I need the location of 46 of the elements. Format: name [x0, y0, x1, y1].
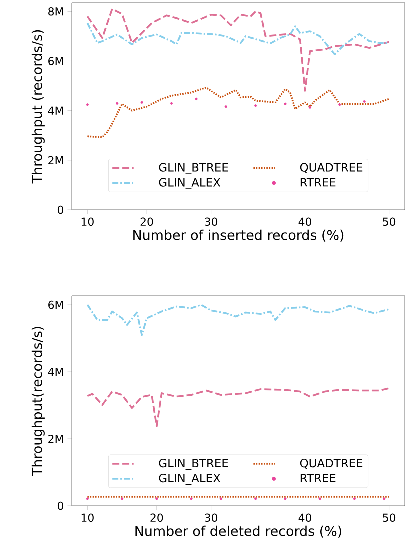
x-axis-title: Number of deleted records (%) [136, 526, 342, 538]
legend-label: GLIN_ALEX [159, 474, 221, 486]
y-axis-title: Throughput(records/s) [32, 327, 45, 476]
legend-label: QUADTREE [300, 458, 363, 469]
point [170, 102, 174, 105]
point [308, 106, 312, 109]
x-tick-label: 30 [205, 514, 218, 522]
x-tick-label: 20 [150, 514, 164, 522]
legend-label: GLIN_ALEX [159, 178, 221, 190]
y-tick-label: 0 [58, 206, 64, 214]
y-tick-label: 4M [48, 368, 64, 376]
line-series [86, 8, 390, 92]
line-series [86, 388, 390, 428]
y-tick-label: 2M [48, 434, 64, 444]
legend-label: GLIN_BTREE [159, 163, 228, 174]
x-tick-label: 20 [140, 218, 154, 226]
y-tick-label: 6M [48, 57, 64, 66]
y-axis-title: Throughput (records/s) [32, 30, 45, 184]
point [140, 101, 144, 104]
x-tick-label: 10 [82, 218, 94, 226]
y-tick-label: 2M [48, 156, 64, 164]
line-series [86, 304, 390, 336]
point [284, 102, 287, 106]
x-axis-title: Number of inserted records (%) [134, 230, 344, 242]
point [86, 104, 89, 106]
point [338, 104, 342, 106]
x-tick-label: 40 [298, 218, 312, 226]
legend-label: RTREE [300, 178, 336, 187]
x-tick-label: 40 [298, 514, 312, 522]
legend-label: QUADTREE [300, 163, 363, 174]
point [254, 104, 258, 108]
point [224, 106, 228, 108]
y-tick-label: 6M [48, 300, 64, 310]
line-series [86, 22, 390, 56]
legend-label: GLIN_BTREE [159, 458, 228, 470]
y-tick-label: 4M [48, 106, 64, 115]
point [116, 102, 119, 105]
legend-label: RTREE [300, 474, 336, 482]
x-tick-label: 10 [82, 514, 94, 522]
y-tick-label: 0 [58, 502, 64, 510]
y-tick-label: 8M [48, 8, 64, 16]
point [363, 100, 366, 103]
x-tick-label: 50 [383, 514, 396, 522]
x-tick-label: 50 [383, 218, 396, 226]
x-tick-label: 30 [205, 218, 218, 226]
point [195, 98, 198, 100]
